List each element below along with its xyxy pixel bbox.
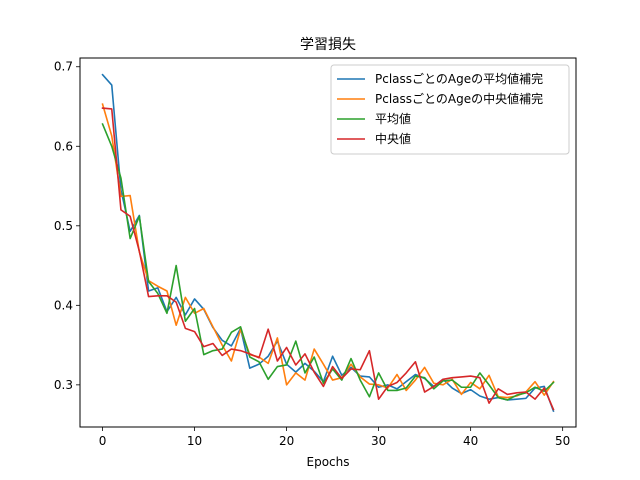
series-line-1 <box>101 103 555 399</box>
x-tick-label: 50 <box>555 434 570 448</box>
x-tick-label: 30 <box>371 434 386 448</box>
chart-title: 学習損失 <box>300 37 356 53</box>
x-tick-label: 20 <box>279 434 294 448</box>
legend-label-1: PclassごとのAgeの中央値補完 <box>375 91 543 106</box>
legend-label-0: PclassごとのAgeの平均値補完 <box>375 71 543 86</box>
x-tick-label: 0 <box>99 434 107 448</box>
series-lines <box>101 73 555 413</box>
x-tick-label: 10 <box>187 434 202 448</box>
x-axis: 0 10 20 30 40 50 <box>99 427 570 448</box>
y-axis: 0.3 0.4 0.5 0.6 0.7 <box>54 60 80 392</box>
plot-frame <box>79 57 577 428</box>
y-tick-label: 0.6 <box>54 139 73 153</box>
legend-label-2: 平均値 <box>375 111 411 126</box>
x-axis-label: Epochs <box>307 455 350 469</box>
y-tick-label: 0.4 <box>54 298 73 312</box>
legend: PclassごとのAgeの平均値補完 PclassごとのAgeの中央値補完平均値中… <box>330 64 570 155</box>
y-tick-label: 0.3 <box>54 378 73 392</box>
legend-label-3: 中央値 <box>375 131 411 146</box>
series-line-3 <box>101 107 555 411</box>
legend-box <box>330 64 570 155</box>
series-line-0 <box>101 73 555 413</box>
x-tick-label: 40 <box>463 434 478 448</box>
y-tick-label: 0.7 <box>54 60 73 74</box>
y-tick-label: 0.5 <box>54 219 73 233</box>
